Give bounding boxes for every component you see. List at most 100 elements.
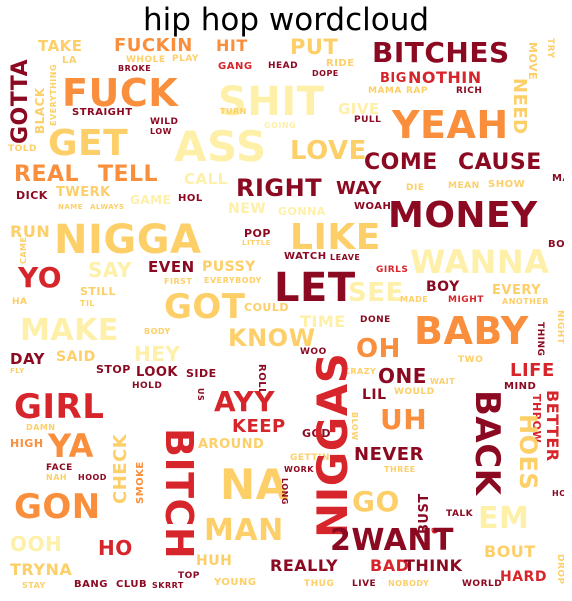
word: put <box>290 35 339 59</box>
word: could <box>244 301 289 314</box>
word: say <box>88 258 132 282</box>
word: everybody <box>204 276 262 285</box>
word: club <box>116 579 148 590</box>
word: around <box>198 437 265 452</box>
word: real <box>14 162 80 187</box>
word: pop <box>244 227 271 240</box>
word: shit <box>218 79 325 125</box>
word: stay <box>22 581 46 590</box>
word: fly <box>10 367 25 375</box>
word: let <box>274 265 356 311</box>
word: look <box>136 365 178 380</box>
word: girls <box>376 265 409 275</box>
word: crazy <box>344 367 377 376</box>
word: ayy <box>214 385 276 418</box>
word: long <box>280 478 289 505</box>
word: play <box>172 54 199 64</box>
word: us <box>196 388 205 402</box>
word: new <box>228 201 267 217</box>
word: another <box>502 297 549 306</box>
word: watch <box>284 251 327 262</box>
word: black <box>33 87 47 134</box>
cloud-title: hip hop wordcloud <box>142 2 430 38</box>
word: em <box>478 501 530 536</box>
word: first <box>164 277 193 286</box>
word: whole <box>126 55 166 65</box>
word: night <box>555 310 564 345</box>
word: skrrt <box>152 581 184 590</box>
word: hot <box>552 489 564 498</box>
word: oh <box>356 334 401 364</box>
word: mama <box>368 86 402 96</box>
word: hoes <box>514 414 542 491</box>
word: gettin <box>290 453 330 463</box>
word: hey <box>134 342 181 366</box>
word: three <box>384 465 416 474</box>
word: got <box>164 287 246 327</box>
word: dope <box>312 69 339 78</box>
word: top <box>178 571 200 581</box>
word: turn <box>220 107 247 116</box>
word: na <box>220 460 289 509</box>
word: come <box>364 150 438 175</box>
word: gang <box>218 61 253 72</box>
word: go <box>352 485 400 518</box>
word: god <box>302 427 332 440</box>
word: woah <box>354 201 392 212</box>
word: world <box>462 579 503 589</box>
word: huh <box>196 553 233 569</box>
word: cause <box>458 150 542 175</box>
word: never <box>354 444 424 465</box>
word: move <box>526 42 539 81</box>
word: ooh <box>10 532 63 556</box>
word: girl <box>14 387 105 427</box>
word: thug <box>304 579 335 589</box>
word: dick <box>16 189 48 202</box>
word: live <box>352 579 377 589</box>
word: hood <box>78 473 107 482</box>
word: little <box>242 239 272 247</box>
word: head <box>268 61 299 71</box>
word: nigga <box>54 217 202 263</box>
word: pussy <box>202 259 256 275</box>
word: ass <box>174 122 267 171</box>
word: straight <box>72 107 133 118</box>
word: man <box>204 513 284 548</box>
word: nothin <box>408 68 482 87</box>
word: wait <box>430 377 456 386</box>
word: bout <box>484 542 536 561</box>
word: ha <box>12 297 28 307</box>
word: woo <box>300 347 327 357</box>
word: stop <box>96 363 131 376</box>
word: give <box>338 100 380 118</box>
word: made <box>400 295 429 304</box>
word: young <box>214 577 257 588</box>
word: twerk <box>56 185 111 200</box>
word: check <box>110 433 131 504</box>
word: hard <box>500 569 547 585</box>
word: body <box>144 327 171 336</box>
word: ya <box>48 427 94 465</box>
word: 2want <box>330 523 454 558</box>
word: thing <box>535 322 545 357</box>
word: boy <box>426 279 460 295</box>
word: damn <box>26 423 56 432</box>
word: one <box>378 364 427 388</box>
word: fuckin <box>114 35 193 56</box>
word: wild <box>150 117 179 127</box>
word: til <box>80 299 96 308</box>
word: call <box>184 170 228 188</box>
word: really <box>270 556 339 575</box>
word: make <box>20 313 119 348</box>
word: rap <box>406 86 428 96</box>
word: niggas <box>308 352 357 538</box>
word: rich <box>456 86 483 96</box>
word: tryna <box>10 560 73 579</box>
word: broke <box>118 64 152 73</box>
word: bounce <box>548 239 564 250</box>
word: need <box>509 78 530 135</box>
word: going <box>264 121 297 130</box>
word: ho <box>98 536 133 560</box>
word: drop <box>555 554 564 585</box>
word: every <box>492 283 542 298</box>
